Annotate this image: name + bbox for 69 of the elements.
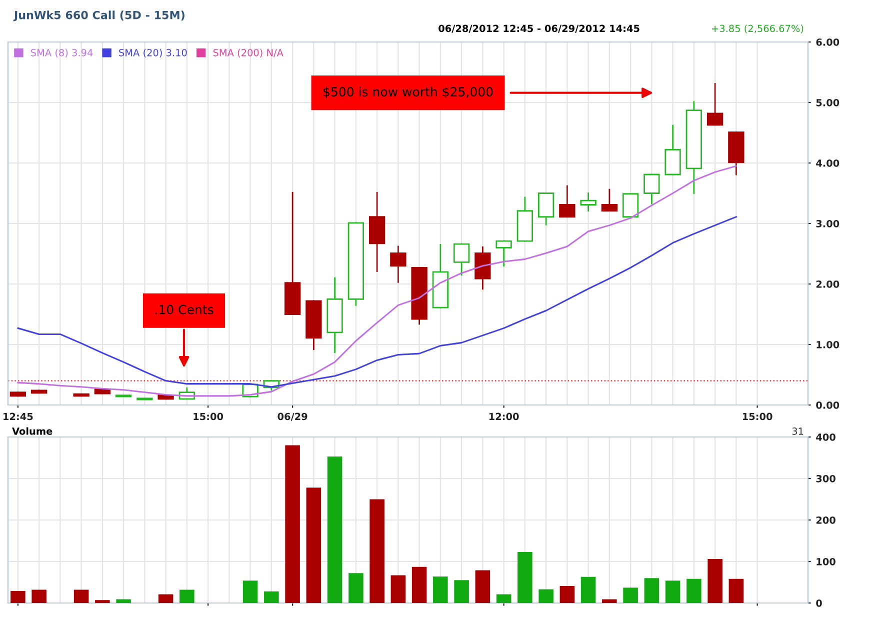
bar [644, 578, 660, 603]
y-tick-label: 3.00 [816, 220, 840, 228]
chart-title: Volume [12, 427, 52, 435]
bar [32, 590, 46, 603]
bar [242, 580, 258, 603]
x-tick-label: 06/29 [278, 412, 308, 421]
bar [602, 599, 617, 603]
bar [180, 590, 194, 603]
bar [327, 456, 342, 603]
bar [518, 552, 532, 603]
bar [728, 578, 744, 603]
bar [475, 570, 490, 603]
candlestick [538, 192, 554, 226]
candlestick [706, 83, 724, 126]
chart-title: JunWk5 660 Call (5D - 15M) [13, 10, 184, 22]
bar [665, 580, 680, 603]
bar [348, 573, 364, 603]
y-tick-label: 0.00 [816, 401, 840, 409]
y-tick-label: 4.00 [816, 159, 840, 167]
chart-subtitle: 06/28/2012 12:45 - 06/29/2012 14:45 [438, 24, 640, 33]
candlestick [559, 185, 576, 218]
bar [686, 578, 702, 603]
bar [433, 576, 448, 603]
y-tick-label: 400 [816, 433, 836, 441]
bar [412, 566, 427, 603]
bar [538, 589, 554, 603]
bar [264, 591, 279, 603]
bar [158, 594, 174, 603]
candlestick [496, 240, 512, 267]
y-tick-label: 1.00 [816, 340, 840, 348]
candlestick [622, 193, 639, 218]
y-tick-label: 200 [816, 516, 836, 524]
bar [623, 588, 638, 603]
bar [306, 488, 322, 603]
bar [708, 559, 722, 603]
bar [285, 445, 300, 603]
text: +3.85 (2,566.67%) [712, 24, 804, 34]
y-tick-label: 0 [816, 599, 822, 607]
x-tick-label: 12:00 [489, 412, 519, 420]
x-tick-label: 12:45 [4, 412, 33, 420]
bar [116, 599, 131, 603]
bar [496, 594, 512, 603]
y-tick-label: 5.00 [816, 98, 840, 106]
line-series [17, 216, 737, 388]
bar [370, 499, 384, 603]
bar [390, 575, 406, 603]
candlestick [453, 243, 470, 276]
x-tick-label: 15:00 [742, 412, 772, 420]
text: 31 [792, 427, 804, 435]
bar [454, 580, 469, 603]
y-tick-label: 300 [816, 474, 836, 482]
candlestick [580, 192, 596, 212]
y-tick-label: 6.00 [816, 38, 840, 46]
legend-label: SMA (20) 3.10 [119, 48, 187, 58]
legend-label: SMA (200) N/A [213, 48, 284, 58]
candlestick [390, 246, 406, 283]
legend-label: SMA (8) 3.94 [31, 48, 93, 58]
annotation: .10 Cents [156, 304, 214, 314]
y-tick-label: 2.00 [816, 280, 840, 288]
candlestick [601, 188, 618, 212]
bar [580, 576, 596, 603]
bar [95, 600, 110, 603]
bar [560, 586, 575, 603]
y-tick-label: 100 [816, 558, 836, 566]
x-tick-label: 15:00 [194, 412, 224, 420]
annotation: $500 is now worth $25,000 [324, 86, 493, 98]
bar [74, 590, 89, 603]
bar [10, 590, 26, 603]
candlestick [644, 174, 660, 204]
